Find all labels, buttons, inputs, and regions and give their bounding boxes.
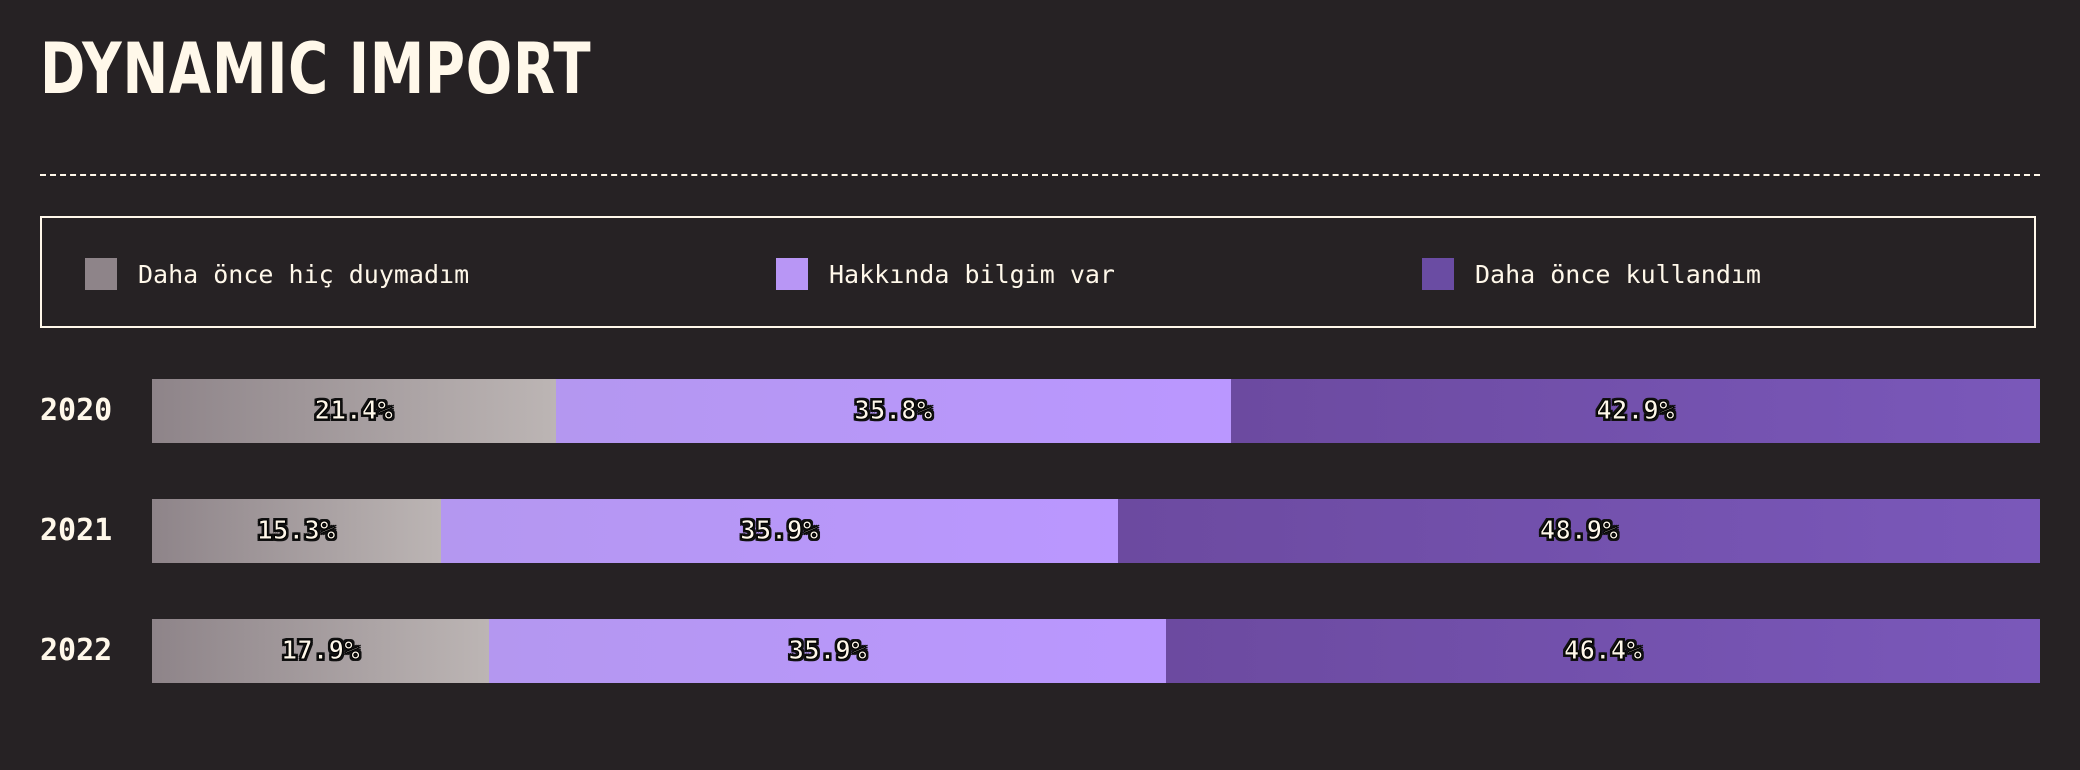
data-label: 42.9% xyxy=(1596,396,1675,427)
data-label: 48.9% xyxy=(1539,516,1618,547)
legend-item-used-before[interactable]: Daha önce kullandım xyxy=(1422,258,1761,290)
bar-segment-never-heard-2022[interactable]: 17.9% xyxy=(152,619,490,683)
legend-swatch-used-before xyxy=(1422,258,1454,290)
data-label: 35.9% xyxy=(788,636,867,667)
bar-segment-know-about-2021[interactable]: 35.9% xyxy=(440,499,1118,563)
legend-label: Hakkında bilgim var xyxy=(829,259,1115,289)
bar-row-2021: 15.3% 35.9% 48.9% xyxy=(152,499,2040,563)
legend-swatch-never-heard xyxy=(85,258,117,290)
bar-segment-used-before-2021[interactable]: 48.9% xyxy=(1117,499,2040,563)
chart-title: DYNAMIC IMPORT xyxy=(40,28,592,110)
category-label-2022: 2022 xyxy=(40,633,113,668)
category-label-2021: 2021 xyxy=(40,513,113,548)
legend-swatch-know-about xyxy=(776,258,808,290)
data-label: 35.8% xyxy=(854,396,933,427)
legend-label: Daha önce kullandım xyxy=(1475,259,1761,289)
data-label: 46.4% xyxy=(1563,636,1642,667)
bar-segment-used-before-2020[interactable]: 42.9% xyxy=(1230,379,2040,443)
bar-segment-know-about-2020[interactable]: 35.8% xyxy=(555,379,1231,443)
bar-segment-never-heard-2021[interactable]: 15.3% xyxy=(152,499,441,563)
legend-label: Daha önce hiç duymadım xyxy=(138,259,470,289)
bar-row-2022: 17.9% 35.9% 46.4% xyxy=(152,619,2040,683)
data-label: 35.9% xyxy=(739,516,819,547)
bar-segment-used-before-2022[interactable]: 46.4% xyxy=(1165,619,2040,683)
title-divider xyxy=(40,174,2040,176)
bar-segment-never-heard-2020[interactable]: 21.4% xyxy=(152,379,556,443)
bar-segment-know-about-2022[interactable]: 35.9% xyxy=(489,619,1166,683)
data-label: 21.4% xyxy=(314,396,393,427)
category-label-2020: 2020 xyxy=(40,393,113,428)
data-label: 17.9% xyxy=(281,636,360,667)
data-label: 15.3% xyxy=(257,516,336,547)
legend-item-never-heard[interactable]: Daha önce hiç duymadım xyxy=(85,258,469,290)
bar-row-2020: 21.4% 35.8% 42.9% xyxy=(152,379,2040,443)
legend: Daha önce hiç duymadım Hakkında bilgim v… xyxy=(40,216,2036,328)
legend-item-know-about[interactable]: Hakkında bilgim var xyxy=(776,258,1115,290)
